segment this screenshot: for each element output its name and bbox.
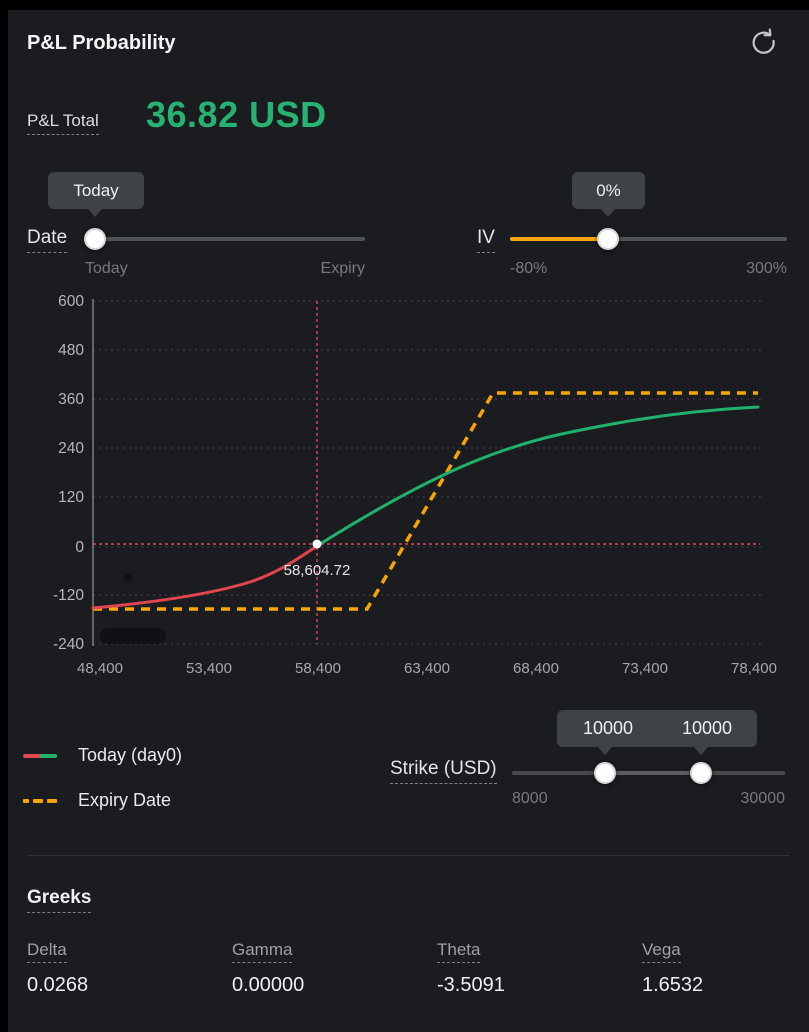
strike-slider-handle-high[interactable] — [690, 762, 712, 784]
date-slider-label[interactable]: Date — [27, 227, 68, 253]
strike-slider-handle-low[interactable] — [594, 762, 616, 784]
section-divider — [27, 855, 790, 856]
y-axis-labels: 600 480 360 240 120 0 -120 -240 — [53, 293, 84, 653]
greek-delta: Delta 0.0268 — [27, 940, 88, 997]
iv-slider-label[interactable]: IV — [477, 227, 495, 253]
date-tooltip-value: Today — [73, 180, 119, 200]
svg-text:78,400: 78,400 — [731, 660, 777, 677]
svg-text:-120: -120 — [53, 587, 84, 604]
svg-text:48,400: 48,400 — [77, 660, 123, 677]
legend-label-today: Today (day0) — [78, 745, 183, 765]
window-top-bar — [0, 0, 809, 10]
strike-slider-tooltip: 10000 10000 — [557, 710, 757, 755]
page-title: P&L Probability — [27, 32, 176, 54]
svg-text:58,400: 58,400 — [295, 660, 341, 677]
svg-text:53,400: 53,400 — [186, 660, 232, 677]
pnl-total-label[interactable]: P&L Total — [27, 111, 99, 135]
x-axis-labels: 48,400 53,400 58,400 63,400 68,400 73,40… — [77, 660, 777, 677]
iv-slider-handle[interactable] — [597, 228, 619, 250]
date-slider-tooltip: Today — [48, 172, 144, 217]
strike-min-label: 8000 — [512, 790, 548, 807]
iv-tooltip-value: 0% — [596, 180, 621, 200]
watermark-dot — [124, 573, 132, 581]
today-series-line-profit — [315, 405, 760, 548]
greek-theta: Theta -3.5091 — [437, 940, 505, 997]
svg-text:480: 480 — [58, 342, 84, 359]
iv-slider-track[interactable] — [510, 237, 787, 241]
date-max-label: Expiry — [320, 260, 365, 277]
strike-slider-label[interactable]: Strike (USD) — [390, 758, 497, 784]
today-series-line-loss — [91, 544, 319, 610]
tooltip-caret — [88, 209, 102, 217]
date-slider-handle[interactable] — [84, 228, 106, 250]
legend-swatch-expiry — [23, 799, 57, 803]
expiry-series-line — [93, 391, 758, 611]
greek-gamma-value: 0.00000 — [232, 974, 305, 996]
svg-text:600: 600 — [58, 293, 84, 310]
strike-max-label: 30000 — [740, 790, 786, 807]
legend-swatch-today — [23, 754, 57, 758]
svg-text:63,400: 63,400 — [404, 660, 450, 677]
greek-theta-value: -3.5091 — [437, 974, 505, 996]
greeks-heading[interactable]: Greeks — [27, 887, 92, 913]
greek-delta-label[interactable]: Delta — [27, 940, 67, 963]
refresh-button[interactable] — [748, 26, 780, 58]
crosshair-lines — [93, 301, 760, 644]
tooltip-caret — [598, 747, 612, 755]
strike-tooltip-high: 10000 — [681, 718, 733, 738]
pnl-probability-panel: P&L Probability P&L Total 36.82 USD Toda… — [8, 10, 809, 1032]
strike-slider-track[interactable] — [512, 771, 785, 775]
strike-slider-range-fill — [605, 771, 701, 775]
tooltip-caret — [694, 747, 708, 755]
greek-gamma: Gamma 0.00000 — [232, 940, 304, 997]
crosshair-price-label: 58,604.72 — [284, 562, 351, 579]
svg-text:0: 0 — [75, 539, 84, 556]
svg-text:240: 240 — [58, 440, 84, 457]
iv-slider-fill — [510, 237, 600, 241]
date-min-label: Today — [85, 260, 128, 277]
svg-text:-240: -240 — [53, 636, 84, 653]
pnl-chart[interactable]: 600 480 360 240 120 0 -120 -240 48,400 5… — [8, 285, 809, 685]
svg-text:68,400: 68,400 — [513, 660, 559, 677]
strike-tooltip-low: 10000 — [582, 718, 634, 738]
iv-min-label: -80% — [510, 260, 548, 277]
greek-theta-label[interactable]: Theta — [437, 940, 481, 963]
iv-slider-tooltip: 0% — [572, 172, 645, 217]
date-slider-track[interactable] — [85, 237, 365, 241]
tooltip-caret — [601, 209, 615, 217]
svg-text:73,400: 73,400 — [622, 660, 668, 677]
greek-vega-value: 1.6532 — [642, 974, 704, 996]
legend-label-expiry: Expiry Date — [78, 790, 172, 810]
crosshair-dot — [312, 539, 322, 549]
greek-gamma-label[interactable]: Gamma — [232, 940, 293, 963]
refresh-icon — [752, 28, 775, 54]
svg-text:120: 120 — [58, 489, 84, 506]
iv-max-label: 300% — [746, 260, 787, 277]
svg-text:360: 360 — [58, 391, 84, 408]
watermark — [100, 628, 166, 644]
greek-delta-value: 0.0268 — [27, 974, 89, 996]
greek-vega-label[interactable]: Vega — [642, 940, 681, 963]
pnl-total-value: 36.82 USD — [146, 94, 327, 135]
greek-vega: Vega 1.6532 — [642, 940, 703, 997]
